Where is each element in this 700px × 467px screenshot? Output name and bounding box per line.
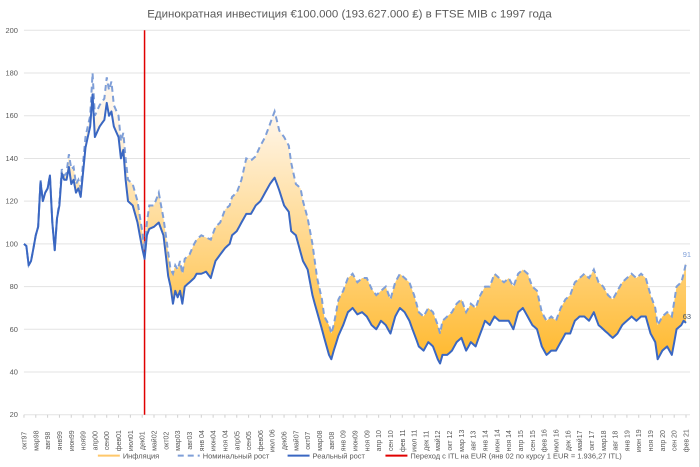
legend-label: Переход с ITL на EUR (янв 02 по курсу 1 … bbox=[410, 451, 622, 460]
x-tick-label: май12 bbox=[434, 430, 442, 450]
x-axis-ticks: окт97 мар98 авг98 янв99 июн99 ноя99 апр00 сен00… bbox=[21, 414, 691, 452]
x-tick-label: мар08 bbox=[317, 430, 324, 450]
legend-label: Инфляция bbox=[123, 451, 159, 460]
x-tick-label: дек01 bbox=[140, 431, 147, 450]
x-tick-label: сен 20 bbox=[672, 430, 679, 451]
x-tick-label: янв 19 bbox=[624, 430, 631, 451]
x-tick-label: сен05 bbox=[246, 431, 253, 450]
x-tick-label: янв 09 bbox=[341, 430, 348, 451]
y-tick-label: 100 bbox=[6, 239, 18, 248]
x-tick-label: апр 15 bbox=[518, 430, 525, 451]
x-tick-label: июн09 bbox=[352, 430, 359, 451]
x-tick-label: ноя99 bbox=[81, 431, 88, 450]
gridlines bbox=[23, 29, 691, 416]
x-tick-label: мар 13 bbox=[459, 429, 466, 451]
x-tick-label: фев 16 bbox=[542, 429, 549, 452]
y-tick-label: 200 bbox=[6, 26, 18, 35]
chart-title: Единократная инвестиция €100.000 (193.62… bbox=[147, 8, 552, 20]
x-tick-label: июл 06 bbox=[270, 429, 277, 452]
x-tick-label: фев01 bbox=[116, 430, 123, 451]
nominal-growth-line bbox=[23, 72, 687, 338]
y-axis-ticks: 20 40 60 80 100 120 140 160 180 200 bbox=[6, 26, 18, 419]
x-tick-label: апр05 bbox=[234, 431, 241, 450]
x-tick-label: окт02 bbox=[163, 432, 170, 450]
x-tick-label: дек 11 bbox=[423, 430, 430, 450]
x-tick-label: июн99 bbox=[69, 430, 76, 451]
y-tick-label: 120 bbox=[6, 197, 18, 206]
real-end-label: 63 bbox=[683, 312, 691, 321]
x-tick-label: ноя 14 bbox=[506, 430, 513, 451]
x-tick-label: сен00 bbox=[104, 431, 111, 450]
legend-label: Реальный рост bbox=[313, 451, 366, 460]
x-tick-label: дек06 bbox=[282, 431, 289, 450]
x-tick-label: июн 14 bbox=[494, 429, 501, 452]
real-growth-line bbox=[23, 93, 687, 365]
y-tick-label: 60 bbox=[10, 325, 18, 334]
legend-label: Номинальный рост bbox=[203, 451, 270, 460]
inflation-area bbox=[23, 73, 687, 364]
y-tick-label: 160 bbox=[6, 111, 18, 120]
x-tick-label: ноя 09 bbox=[364, 430, 371, 451]
x-tick-label: фев 21 bbox=[684, 429, 691, 452]
x-tick-label: апр 20 bbox=[660, 430, 667, 451]
x-tick-label: апр00 bbox=[92, 431, 99, 450]
x-tick-label: мар03 bbox=[175, 430, 182, 450]
x-tick-label: ноя 04 bbox=[222, 430, 229, 451]
x-tick-label: окт07 bbox=[305, 432, 312, 450]
x-tick-label: мар98 bbox=[33, 430, 40, 450]
x-tick-label: авг08 bbox=[329, 432, 336, 450]
x-tick-label: мар18 bbox=[601, 430, 608, 450]
y-tick-label: 80 bbox=[10, 282, 18, 291]
y-tick-label: 140 bbox=[6, 154, 18, 163]
x-tick-label: дек 16 bbox=[565, 430, 572, 451]
x-tick-label: июн 19 bbox=[636, 429, 643, 452]
x-tick-label: окт 12 bbox=[447, 431, 454, 451]
x-tick-label: май07 bbox=[292, 430, 300, 450]
x-tick-label: окт97 bbox=[21, 432, 28, 450]
y-tick-label: 20 bbox=[10, 410, 18, 419]
x-tick-label: авг 13 bbox=[471, 431, 478, 451]
x-tick-label: янв 04 bbox=[199, 430, 206, 451]
x-tick-label: янв 14 bbox=[483, 430, 490, 451]
y-tick-label: 180 bbox=[6, 69, 18, 78]
x-tick-label: июн04 bbox=[211, 430, 218, 451]
x-tick-label: авг 18 bbox=[613, 431, 620, 451]
x-tick-label: авг98 bbox=[45, 432, 52, 450]
x-tick-label: ноя 19 bbox=[648, 430, 655, 451]
nominal-end-label: 91 bbox=[683, 250, 691, 259]
x-tick-label: янв99 bbox=[57, 431, 64, 450]
x-tick-label: сен 15 bbox=[530, 430, 537, 451]
y-tick-label: 40 bbox=[10, 368, 18, 377]
x-tick-label: июл 16 bbox=[553, 429, 560, 452]
x-tick-label: фев 11 bbox=[400, 429, 407, 452]
x-tick-label: май02 bbox=[151, 430, 159, 450]
legend: Инфляция Номинальный рост Реальный рост Пер… bbox=[97, 451, 622, 460]
x-tick-label: окт 17 bbox=[589, 431, 596, 451]
x-tick-label: сен 10 bbox=[388, 430, 395, 451]
x-tick-label: май17 bbox=[576, 430, 584, 450]
x-tick-label: авг03 bbox=[187, 432, 194, 450]
x-tick-label: июл 11 bbox=[412, 429, 419, 451]
x-tick-label: июл01 bbox=[128, 430, 135, 451]
x-tick-label: фев06 bbox=[258, 430, 265, 451]
x-tick-label: апр 10 bbox=[376, 430, 383, 451]
